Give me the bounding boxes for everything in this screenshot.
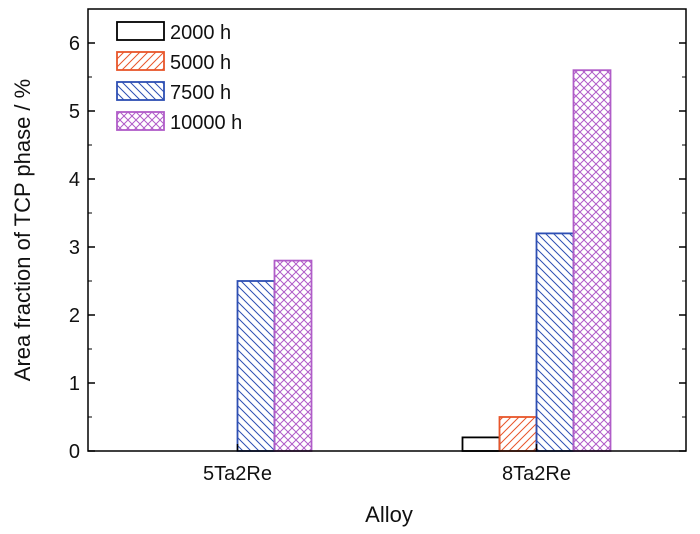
legend-swatch	[116, 21, 165, 41]
bar	[236, 280, 276, 452]
bar	[572, 69, 612, 452]
x-axis-title: Alloy	[365, 502, 413, 527]
x-tick-label: 8Ta2Re	[502, 463, 571, 485]
legend-swatch	[116, 111, 165, 131]
legend-swatch	[116, 81, 165, 101]
legend-swatch	[116, 51, 165, 71]
bar	[273, 259, 313, 452]
x-axis: 5Ta2Re 8Ta2Re	[203, 444, 571, 485]
legend-label: 7500 h	[170, 82, 231, 104]
y-tick-label: 5	[69, 101, 80, 123]
legend: 2000 h 5000 h 7500 h 10000 h	[116, 21, 242, 134]
legend-label: 5000 h	[170, 52, 231, 74]
y-tick-label: 3	[69, 237, 80, 259]
legend-label: 2000 h	[170, 22, 231, 44]
y-tick-label: 1	[69, 373, 80, 395]
y-tick-label: 4	[69, 169, 80, 191]
y-tick-label: 0	[69, 441, 80, 463]
bars-layer	[236, 69, 612, 452]
bar	[535, 232, 575, 452]
plot-frame	[87, 8, 687, 452]
y-axis-title: Area fraction of TCP phase / %	[10, 79, 35, 381]
legend-label: 10000 h	[170, 112, 242, 134]
y-tick-label: 6	[69, 33, 80, 55]
bar	[498, 416, 538, 452]
bar	[461, 436, 501, 452]
y-tick-label: 2	[69, 305, 80, 327]
y-axis: 0 1 2 3 4 5 6	[69, 33, 686, 463]
x-tick-label: 5Ta2Re	[203, 463, 272, 485]
